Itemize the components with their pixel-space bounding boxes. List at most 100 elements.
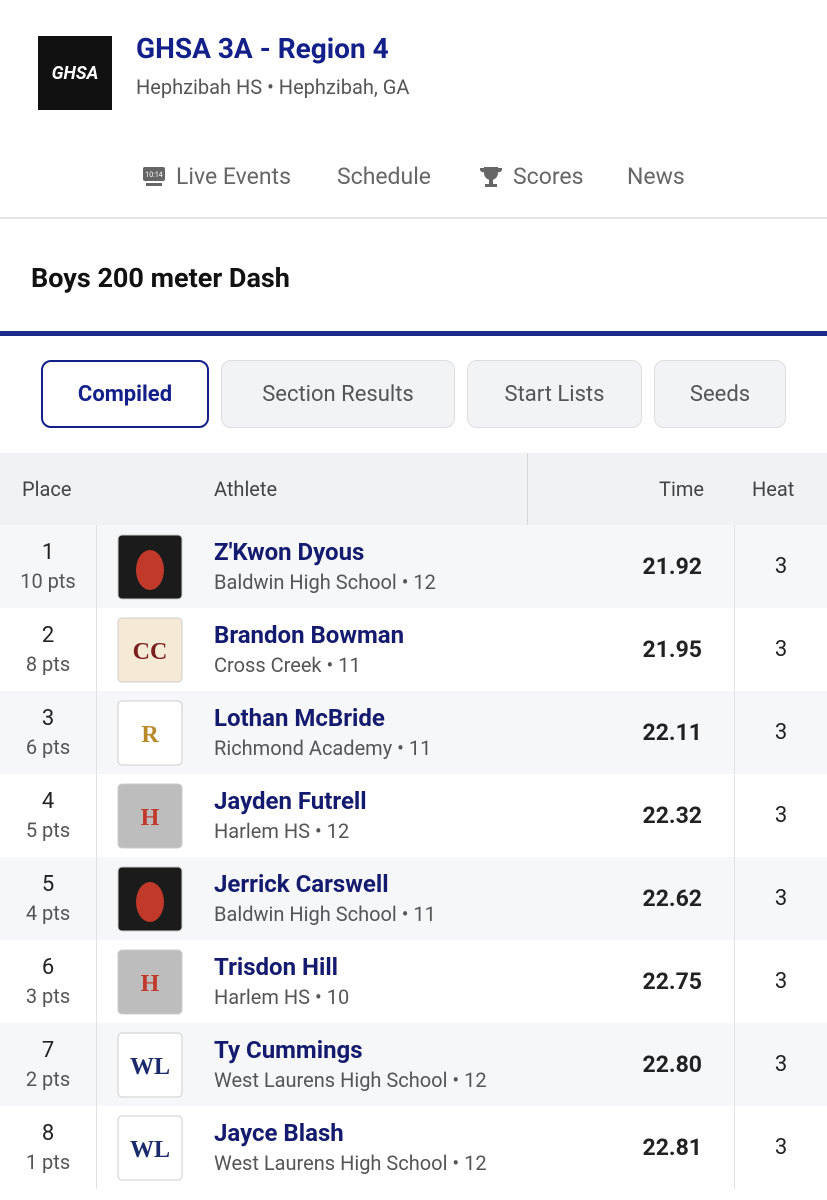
time: 21.92 [527, 525, 735, 608]
athlete-cell: WL Jayce Blash West Laurens High School • … [97, 1106, 527, 1189]
place: 4 [41, 789, 55, 814]
heat: 3 [774, 1052, 788, 1077]
result-row[interactable]: 7 2 pts WL Ty Cummings West Laurens High Sch… [0, 1023, 827, 1106]
place-cell: 6 3 pts [0, 940, 97, 1023]
athlete-info: Z'Kwon Dyous Baldwin High School • 12 [214, 532, 436, 601]
athlete-name[interactable]: Brandon Bowman [214, 621, 405, 649]
athlete-cell: H Trisdon Hill Harlem HS • 10 [97, 940, 527, 1023]
logo-text: CC [133, 639, 168, 665]
time: 22.81 [527, 1106, 735, 1189]
place-cell: 7 2 pts [0, 1023, 97, 1106]
divider [0, 217, 827, 219]
trophy-icon [480, 167, 502, 187]
athlete-name[interactable]: Trisdon Hill [214, 953, 339, 981]
athlete-school: Harlem HS • 10 [214, 985, 350, 1009]
heat: 3 [774, 969, 788, 994]
athlete-cell: Jerrick Carswell Baldwin High School • 11 [97, 857, 527, 940]
team-logo: H [117, 783, 183, 848]
athlete-school: Cross Creek • 11 [214, 653, 361, 677]
nav-item[interactable]: Scores [513, 163, 584, 190]
logo-bg [117, 700, 183, 765]
tab[interactable]: Start Lists [467, 360, 642, 428]
logo-bg [117, 949, 183, 1014]
time: 21.95 [527, 608, 735, 691]
time: 22.75 [527, 940, 735, 1023]
athlete-info: Trisdon Hill Harlem HS • 10 [214, 947, 349, 1016]
logo-bg [117, 783, 183, 848]
points: 1 pts [25, 1150, 71, 1174]
athlete-cell: CC Brandon Bowman Cross Creek • 11 [97, 608, 527, 691]
points: 10 pts [20, 569, 76, 593]
athlete-school: Harlem HS • 12 [214, 819, 350, 843]
column-header: Athlete [214, 477, 278, 501]
points: 3 pts [25, 984, 71, 1008]
column-header: Time [659, 477, 704, 501]
place: 2 [41, 623, 55, 648]
place: 6 [41, 955, 55, 980]
points: 2 pts [25, 1067, 71, 1091]
athlete-school: Baldwin High School • 11 [214, 902, 436, 926]
time: 22.80 [527, 1023, 735, 1106]
logo-text: R [141, 722, 159, 748]
athlete-name[interactable]: Jayce Blash [214, 1119, 344, 1147]
place-cell: 2 8 pts [0, 608, 97, 691]
clock-text: 10:14 [145, 171, 162, 179]
athlete-info: Jayce Blash West Laurens High School • 12 [214, 1113, 487, 1182]
athlete-name[interactable]: Jerrick Carswell [214, 870, 389, 898]
logo-text: WL [130, 1137, 170, 1163]
heat: 3 [774, 637, 788, 662]
logo-bg [117, 1032, 183, 1097]
heat: 3 [774, 720, 788, 745]
result-row[interactable]: 3 6 pts R Lothan McBride Richmond Academy • … [0, 691, 827, 774]
points: 5 pts [25, 818, 71, 842]
athlete-school: Richmond Academy • 11 [214, 736, 432, 760]
column-header: Place [22, 477, 72, 501]
team-logo: R [117, 700, 183, 765]
logo-emblem [136, 881, 164, 922]
time: 22.62 [527, 857, 735, 940]
org-subtitle: Hephzibah HS • Hephzibah, GA [136, 75, 410, 99]
org-title[interactable]: GHSA 3A - Region 4 [136, 32, 389, 65]
place: 3 [41, 706, 55, 731]
athlete-name[interactable]: Z'Kwon Dyous [214, 538, 365, 566]
live-icon: 10:14 [143, 167, 165, 186]
heat: 3 [774, 554, 788, 579]
place: 8 [41, 1121, 55, 1146]
team-logo: CC [117, 617, 183, 682]
logo-text: H [141, 971, 160, 997]
athlete-school: Baldwin High School • 12 [214, 570, 436, 594]
nav-item[interactable]: Schedule [337, 163, 431, 190]
nav-item[interactable]: Live Events [176, 163, 291, 190]
athlete-cell: Z'Kwon Dyous Baldwin High School • 12 [97, 525, 527, 608]
result-row[interactable]: 2 8 pts CC Brandon Bowman Cross Creek • 11 21… [0, 608, 827, 691]
tab[interactable]: Compiled [41, 360, 209, 428]
athlete-info: Jerrick Carswell Baldwin High School • 11 [214, 864, 436, 933]
nav-item[interactable]: News [627, 163, 685, 190]
result-row[interactable]: 6 3 pts H Trisdon Hill Harlem HS • 10 22.75 3 [0, 940, 827, 1023]
athlete-name[interactable]: Jayden Futrell [214, 787, 367, 815]
athlete-info: Jayden Futrell Harlem HS • 12 [214, 781, 367, 850]
team-logo: WL [117, 1032, 183, 1097]
time: 22.32 [527, 774, 735, 857]
result-row[interactable]: 8 1 pts WL Jayce Blash West Laurens High Sch… [0, 1106, 827, 1189]
column-header: Heat [752, 477, 795, 501]
header-divider [527, 453, 528, 525]
athlete-name[interactable]: Ty Cummings [214, 1036, 363, 1064]
event-underline [0, 331, 827, 336]
logo-bg [117, 1115, 183, 1180]
team-logo [117, 866, 183, 931]
tab[interactable]: Seeds [654, 360, 786, 428]
place-cell: 8 1 pts [0, 1106, 97, 1189]
athlete-info: Ty Cummings West Laurens High School • 12 [214, 1030, 487, 1099]
place-cell: 3 6 pts [0, 691, 97, 774]
result-row[interactable]: 4 5 pts H Jayden Futrell Harlem HS • 12 22.32… [0, 774, 827, 857]
result-row[interactable]: 1 10 pts Z'Kwon Dyous Baldwin High School •… [0, 525, 827, 608]
table-body: 1 10 pts Z'Kwon Dyous Baldwin High School •… [0, 525, 827, 1189]
athlete-name[interactable]: Lothan McBride [214, 704, 385, 732]
logo-bg [117, 617, 183, 682]
heat: 3 [774, 803, 788, 828]
place-cell: 1 10 pts [0, 525, 97, 608]
tab[interactable]: Section Results [221, 360, 455, 428]
athlete-school: West Laurens High School • 12 [214, 1151, 487, 1175]
result-row[interactable]: 5 4 pts Jerrick Carswell Baldwin High Schoo… [0, 857, 827, 940]
